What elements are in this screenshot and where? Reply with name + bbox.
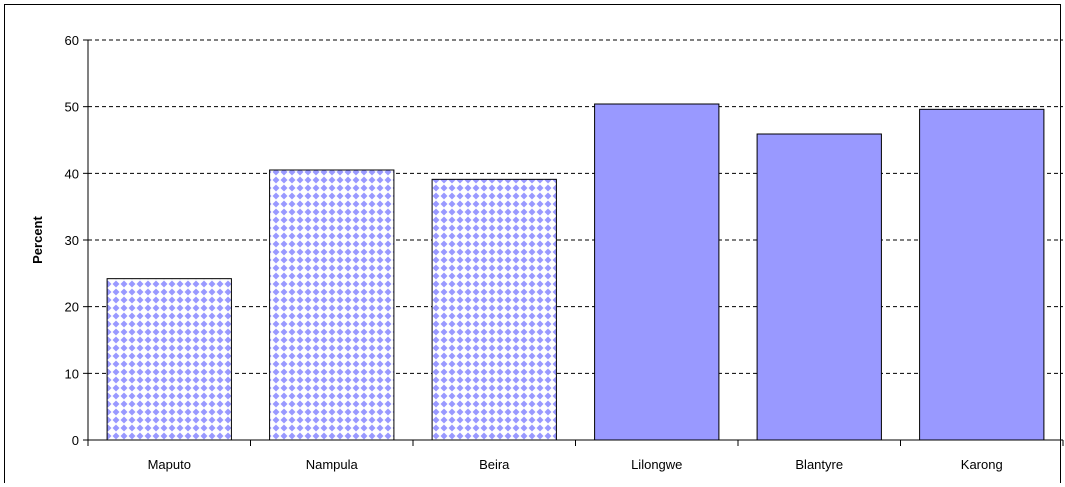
x-tick-label: Lilongwe: [631, 457, 682, 472]
y-tick-label: 50: [65, 100, 79, 115]
y-tick-label: 0: [72, 433, 79, 448]
bar-karong: [919, 108, 1045, 441]
bars: [106, 103, 1045, 441]
bar-blantyre: [756, 133, 882, 441]
y-tick-label: 40: [65, 166, 79, 181]
axes: [83, 39, 1064, 446]
x-tick-label: Beira: [479, 457, 510, 472]
y-tick-label: 30: [65, 233, 79, 248]
bar-lilongwe: [594, 103, 720, 441]
x-tick-label: Karong: [961, 457, 1003, 472]
y-tick-labels: 0 10 20 30 40 50 60: [65, 33, 79, 448]
x-tick-label: Blantyre: [795, 457, 843, 472]
y-axis-title: Percent: [30, 215, 45, 263]
x-tick-labels: Maputo Nampula Beira Lilongwe Blantyre Karong: [148, 457, 1003, 472]
gridlines: [88, 39, 1063, 374]
bar-beira: [431, 178, 557, 441]
x-tick-label: Maputo: [148, 457, 191, 472]
chart-frame: [4, 4, 1061, 483]
bar-maputo: [106, 278, 232, 441]
bar-nampula: [269, 169, 395, 441]
y-tick-label: 10: [65, 366, 79, 381]
x-tick-label: Nampula: [306, 457, 359, 472]
y-tick-label: 60: [65, 33, 79, 48]
y-tick-label: 20: [65, 300, 79, 315]
